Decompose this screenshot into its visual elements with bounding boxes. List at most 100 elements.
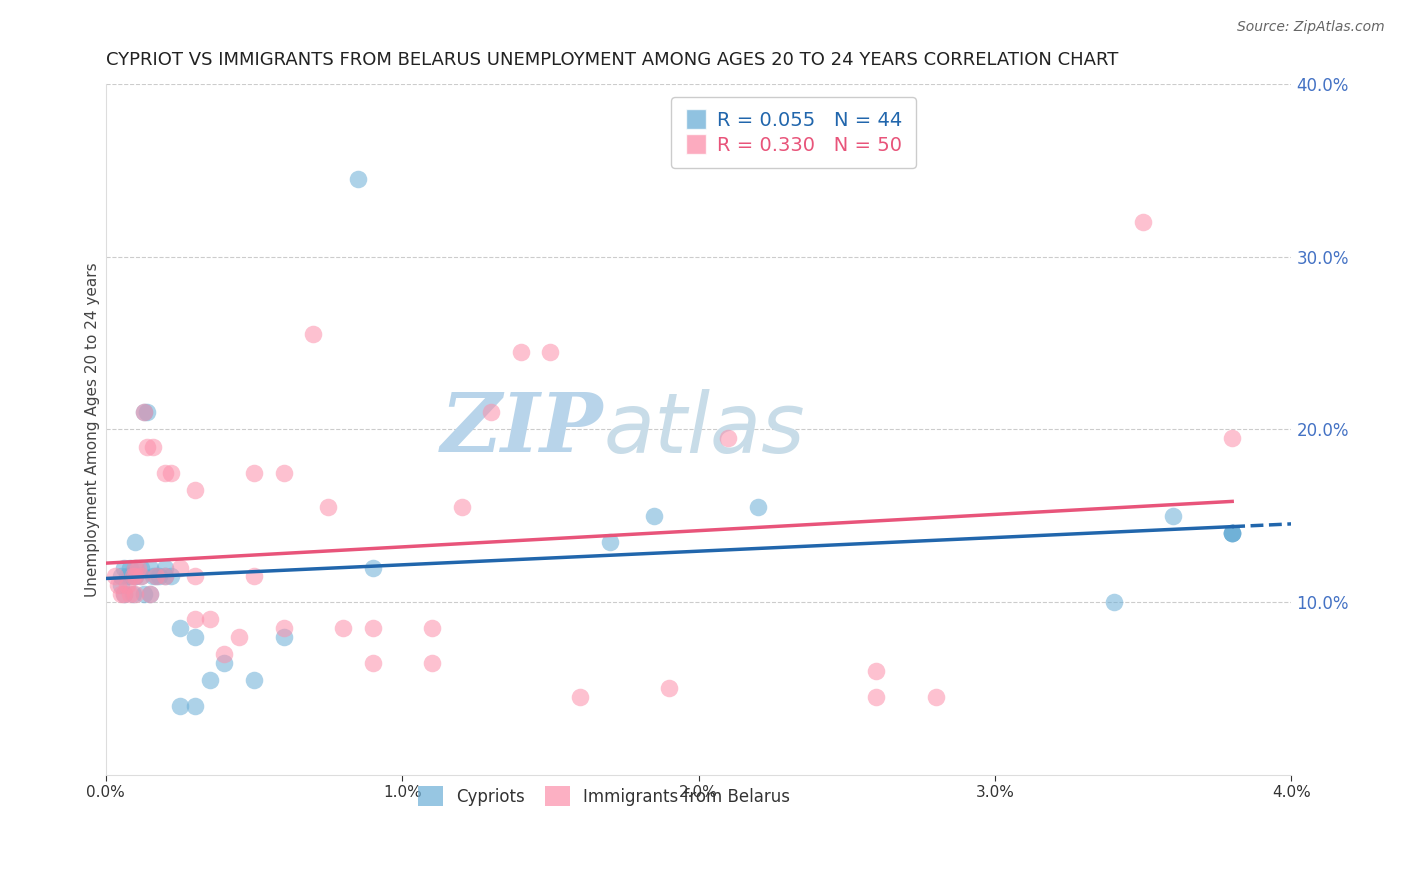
Point [1220, 526, 1243, 541]
Point [184, 569, 207, 583]
Point [361, 656, 384, 670]
Point [110, 569, 132, 583]
Point [145, 569, 167, 583]
Point [139, 586, 162, 600]
Point [1132, 215, 1154, 229]
Point [110, 586, 132, 600]
Point [142, 440, 165, 454]
Point [131, 569, 153, 583]
Point [127, 560, 149, 574]
Point [136, 405, 159, 419]
Point [131, 569, 153, 583]
Point [134, 586, 156, 600]
Point [124, 569, 146, 583]
Point [599, 534, 621, 549]
Point [139, 560, 162, 574]
Point [865, 664, 887, 678]
Point [540, 344, 562, 359]
Point [450, 500, 472, 515]
Point [346, 172, 368, 186]
Point [184, 698, 207, 713]
Point [479, 405, 502, 419]
Point [145, 569, 167, 583]
Point [160, 569, 183, 583]
Point [142, 569, 165, 583]
Point [115, 569, 138, 583]
Point [107, 578, 129, 592]
Point [104, 569, 127, 583]
Point [198, 673, 221, 687]
Point [361, 560, 384, 574]
Point [121, 586, 143, 600]
Point [124, 569, 146, 583]
Point [118, 586, 141, 600]
Point [273, 630, 295, 644]
Point [273, 621, 295, 635]
Point [316, 500, 339, 515]
Point [184, 483, 207, 497]
Point [420, 656, 443, 670]
Point [1220, 431, 1243, 445]
Point [134, 405, 156, 419]
Point [121, 569, 143, 583]
Point [153, 560, 176, 574]
Point [139, 586, 162, 600]
Point [243, 466, 266, 480]
Point [118, 560, 141, 574]
Point [124, 560, 146, 574]
Point [569, 690, 592, 705]
Text: Source: ZipAtlas.com: Source: ZipAtlas.com [1237, 20, 1385, 34]
Point [169, 560, 191, 574]
Point [134, 405, 156, 419]
Point [717, 431, 740, 445]
Point [124, 534, 146, 549]
Point [658, 681, 681, 696]
Point [198, 612, 221, 626]
Text: ZIP: ZIP [441, 390, 603, 469]
Point [228, 630, 250, 644]
Point [110, 578, 132, 592]
Point [124, 569, 146, 583]
Point [115, 578, 138, 592]
Y-axis label: Unemployment Among Ages 20 to 24 years: Unemployment Among Ages 20 to 24 years [86, 262, 100, 597]
Point [112, 586, 135, 600]
Point [214, 656, 236, 670]
Point [243, 569, 266, 583]
Point [925, 690, 948, 705]
Point [509, 344, 531, 359]
Point [243, 673, 266, 687]
Point [112, 586, 135, 600]
Text: atlas: atlas [603, 389, 806, 470]
Point [643, 508, 665, 523]
Point [169, 621, 191, 635]
Point [747, 500, 769, 515]
Point [214, 647, 236, 661]
Point [273, 466, 295, 480]
Point [184, 630, 207, 644]
Point [153, 569, 176, 583]
Point [136, 440, 159, 454]
Point [124, 560, 146, 574]
Point [361, 621, 384, 635]
Point [1161, 508, 1184, 523]
Point [112, 560, 135, 574]
Text: CYPRIOT VS IMMIGRANTS FROM BELARUS UNEMPLOYMENT AMONG AGES 20 TO 24 YEARS CORREL: CYPRIOT VS IMMIGRANTS FROM BELARUS UNEMP… [105, 51, 1118, 69]
Point [302, 327, 325, 342]
Point [420, 621, 443, 635]
Point [865, 690, 887, 705]
Point [160, 466, 183, 480]
Point [184, 612, 207, 626]
Point [1220, 526, 1243, 541]
Point [131, 560, 153, 574]
Point [1220, 526, 1243, 541]
Legend: Cypriots, Immigrants from Belarus: Cypriots, Immigrants from Belarus [409, 778, 799, 814]
Point [124, 586, 146, 600]
Point [153, 569, 176, 583]
Point [148, 569, 170, 583]
Point [1220, 526, 1243, 541]
Point [1102, 595, 1125, 609]
Point [169, 698, 191, 713]
Point [118, 569, 141, 583]
Point [332, 621, 354, 635]
Point [153, 466, 176, 480]
